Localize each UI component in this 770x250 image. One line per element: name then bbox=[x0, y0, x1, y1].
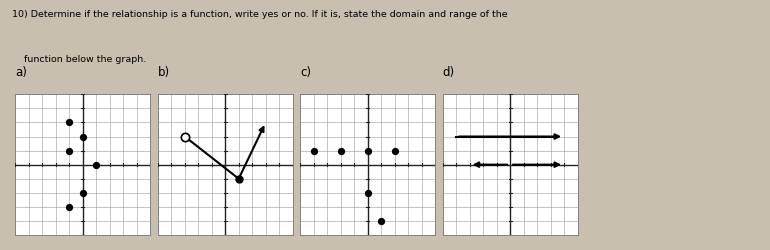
Text: b): b) bbox=[158, 66, 170, 79]
Point bbox=[361, 149, 373, 153]
Text: 10) Determine if the relationship is a function, write yes or no. If it is, stat: 10) Determine if the relationship is a f… bbox=[12, 10, 507, 19]
Text: d): d) bbox=[443, 66, 455, 79]
Text: a): a) bbox=[15, 66, 27, 79]
Point bbox=[63, 149, 75, 153]
Text: c): c) bbox=[300, 66, 311, 79]
Point bbox=[90, 163, 102, 167]
Point bbox=[334, 149, 346, 153]
Point bbox=[375, 219, 387, 223]
Point bbox=[388, 149, 400, 153]
Point bbox=[76, 135, 89, 139]
Point bbox=[361, 191, 373, 195]
Text: function below the graph.: function below the graph. bbox=[12, 55, 146, 64]
Point bbox=[76, 191, 89, 195]
Point bbox=[63, 121, 75, 125]
Point bbox=[307, 149, 320, 153]
Point bbox=[63, 205, 75, 209]
